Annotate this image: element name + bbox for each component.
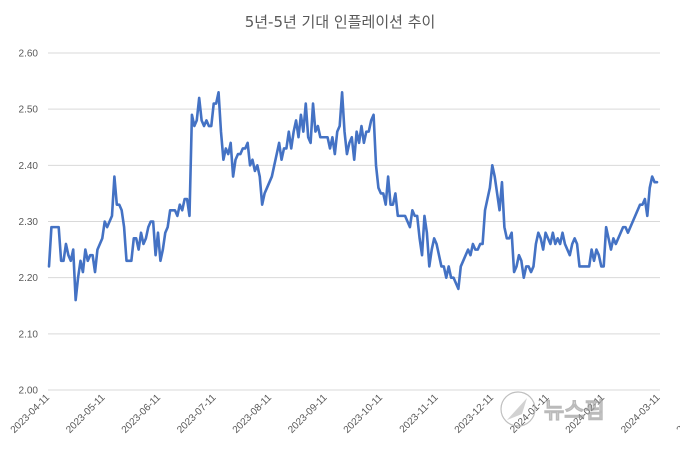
series-line — [47, 91, 659, 302]
x-tick-label: 2023-08-11 — [231, 392, 275, 436]
y-tick-label: 2.30 — [19, 217, 39, 228]
y-tick-label: 2.50 — [19, 105, 39, 116]
watermark-logo-icon — [500, 391, 536, 427]
series-layer — [47, 91, 659, 302]
y-tick-label: 2.60 — [19, 49, 39, 60]
x-tick-label: 2023-04-11 — [9, 392, 53, 436]
x-tick-label: 2024-04-11 — [675, 392, 680, 436]
x-tick-label: 2023-10-11 — [342, 392, 386, 436]
x-tick-label: 2023-05-11 — [64, 392, 108, 436]
y-axis-ticks: 2.00 2.10 2.20 2.30 2.40 2.50 2.60 — [19, 49, 39, 397]
chart-title: 5년-5년 기대 인플레이션 추이 — [245, 13, 436, 31]
x-tick-label: 2023-12-11 — [453, 392, 497, 436]
x-tick-label: 2023-07-11 — [175, 392, 219, 436]
x-tick-label: 2023-06-11 — [120, 392, 164, 436]
watermark-text: 뉴스핌 — [544, 399, 605, 424]
watermark-logo-mark — [507, 398, 527, 420]
x-tick-label: 2023-09-11 — [286, 392, 330, 436]
newspim-watermark: 뉴스핌 — [500, 391, 605, 427]
y-tick-label: 2.20 — [19, 273, 39, 284]
y-tick-label: 2.40 — [19, 161, 39, 172]
gridlines — [48, 52, 660, 391]
x-tick-label: 2023-11-11 — [398, 392, 441, 435]
y-tick-label: 2.00 — [19, 386, 39, 397]
y-tick-label: 2.10 — [19, 329, 39, 340]
x-tick-label: 2024-03-11 — [619, 392, 663, 436]
